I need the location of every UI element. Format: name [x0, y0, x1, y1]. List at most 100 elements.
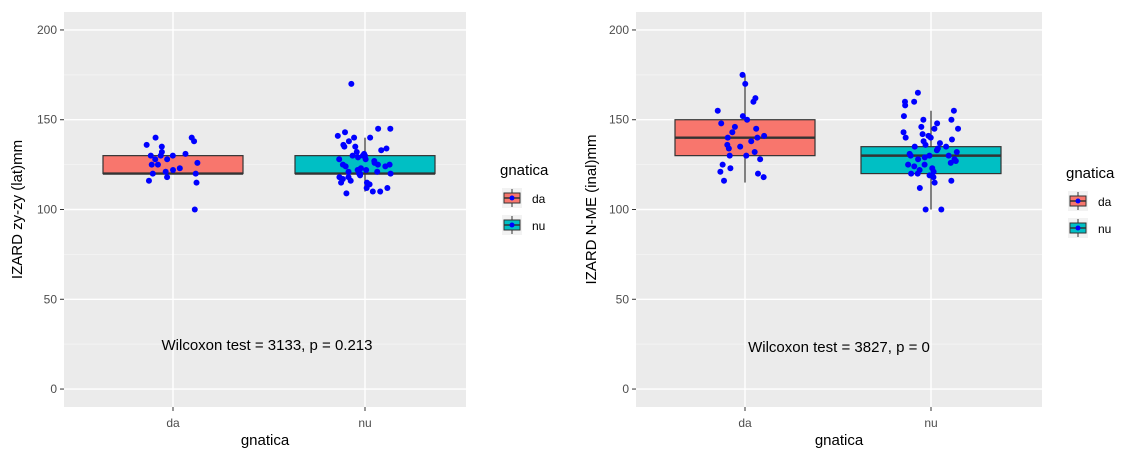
- data-point: [363, 167, 370, 173]
- data-point: [742, 80, 749, 87]
- data-point: [176, 165, 183, 172]
- data-point: [755, 170, 762, 177]
- data-point: [921, 161, 928, 168]
- data-point: [918, 123, 925, 130]
- data-point: [724, 134, 731, 141]
- data-point: [345, 138, 352, 145]
- legend: gnatica da nu: [1066, 165, 1115, 238]
- data-point: [348, 80, 355, 87]
- data-point: [757, 156, 764, 163]
- data-point: [145, 177, 152, 184]
- data-point: [164, 156, 171, 163]
- data-point: [336, 174, 343, 181]
- legend-title: gnatica: [500, 162, 549, 179]
- data-point: [951, 156, 958, 163]
- legend-label-nu: nu: [1098, 222, 1111, 236]
- data-point: [908, 170, 915, 177]
- legend-label-da: da: [532, 192, 546, 206]
- data-point: [149, 170, 156, 177]
- x-axis-title: gnatica: [815, 432, 864, 449]
- data-point: [194, 159, 201, 166]
- data-point: [739, 71, 746, 78]
- data-point: [387, 170, 394, 177]
- legend-key-point: [509, 222, 515, 228]
- data-point: [900, 113, 907, 120]
- data-point: [339, 161, 346, 168]
- data-point: [369, 188, 376, 195]
- y-tick-label: 150: [37, 113, 57, 127]
- data-point: [367, 134, 374, 141]
- data-point: [152, 156, 159, 163]
- data-point: [916, 184, 923, 191]
- legend-key-point: [1075, 198, 1081, 204]
- data-point: [154, 161, 161, 168]
- chart-panel-right: 0 50 100 150 200 da nu gnatica IZARD N-ME (inal)…: [583, 12, 1115, 449]
- data-point: [193, 179, 200, 186]
- data-point: [914, 89, 921, 96]
- data-point: [188, 134, 195, 141]
- data-point: [761, 132, 768, 139]
- data-point: [744, 116, 751, 123]
- x-tick-label: da: [738, 416, 752, 430]
- legend-label-nu: nu: [532, 219, 545, 233]
- data-point: [378, 147, 385, 154]
- data-point: [182, 150, 189, 157]
- y-tick-label: 150: [609, 113, 629, 127]
- data-point: [342, 129, 349, 136]
- x-axis-title: gnatica: [241, 432, 290, 449]
- y-tick-label: 100: [37, 203, 57, 217]
- y-axis-title: IZARD zy-zy (lat)mm: [9, 140, 26, 279]
- data-point: [375, 125, 382, 132]
- data-point: [911, 163, 918, 170]
- y-tick-label: 0: [50, 382, 57, 396]
- wilcoxon-annotation: Wilcoxon test = 3133, p = 0.213: [162, 337, 373, 354]
- y-tick-label: 100: [609, 203, 629, 217]
- data-point: [162, 168, 169, 175]
- data-point: [737, 143, 744, 150]
- data-point: [340, 141, 347, 148]
- data-point: [169, 152, 176, 159]
- data-point: [731, 123, 738, 130]
- data-point: [192, 170, 199, 177]
- data-point: [191, 206, 198, 213]
- data-point: [158, 149, 165, 156]
- data-point: [361, 150, 368, 157]
- data-point: [386, 161, 393, 168]
- data-point: [334, 132, 341, 139]
- data-point: [955, 125, 962, 132]
- legend: gnatica da nu: [500, 162, 549, 235]
- y-tick-label: 0: [622, 382, 629, 396]
- data-point: [148, 161, 155, 168]
- data-point: [727, 165, 734, 172]
- data-point: [345, 174, 352, 181]
- data-point: [911, 98, 918, 105]
- y-tick-label: 200: [609, 23, 629, 37]
- y-tick-label: 200: [37, 23, 57, 37]
- data-point: [714, 107, 721, 114]
- data-point: [926, 172, 933, 179]
- legend-label-da: da: [1098, 195, 1112, 209]
- data-point: [336, 156, 343, 163]
- data-point: [922, 206, 929, 213]
- data-point: [934, 120, 941, 127]
- data-point: [377, 188, 384, 195]
- data-point: [751, 149, 758, 156]
- data-point: [950, 107, 957, 114]
- data-point: [902, 134, 909, 141]
- data-point: [355, 154, 362, 161]
- data-point: [943, 143, 950, 150]
- data-point: [387, 125, 394, 132]
- chart-panel-left: 0 50 100 150 200 da nu gnatica IZARD zy-zy (lat)…: [9, 12, 549, 449]
- data-point: [384, 184, 391, 191]
- data-point: [748, 138, 755, 145]
- data-point: [936, 140, 943, 147]
- x-tick-label: nu: [924, 416, 937, 430]
- data-point: [164, 174, 171, 181]
- data-point: [343, 190, 350, 197]
- data-point: [352, 143, 359, 150]
- data-point: [915, 156, 922, 163]
- data-point: [921, 154, 928, 161]
- data-point: [158, 143, 165, 150]
- data-point: [929, 165, 936, 172]
